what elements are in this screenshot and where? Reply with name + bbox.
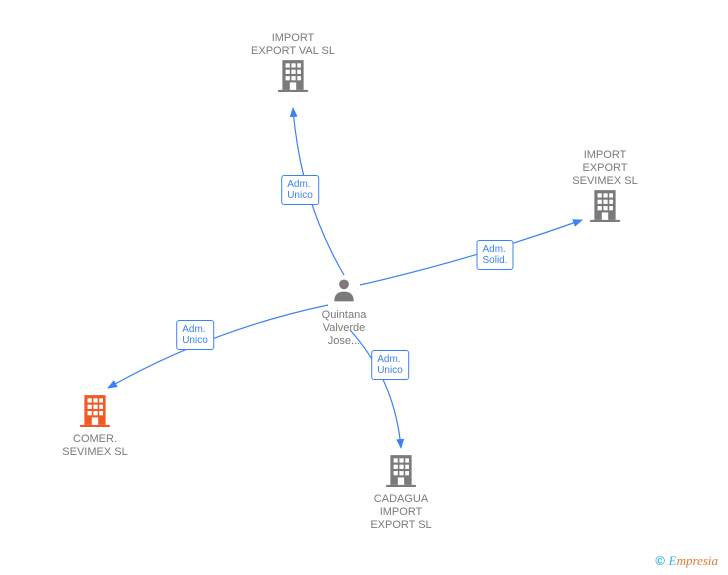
- edge-comer-sevimex: [108, 305, 328, 388]
- diagram-canvas: { "canvas": { "width": 728, "height": 57…: [0, 0, 728, 575]
- node-label: Quintana Valverde Jose...: [304, 309, 384, 348]
- building-icon: [276, 58, 310, 92]
- node-import-export-val[interactable]: IMPORT EXPORT VAL SL: [238, 30, 348, 96]
- node-label: IMPORT EXPORT SEVIMEX SL: [550, 149, 660, 188]
- node-person-center[interactable]: Quintana Valverde Jose...: [304, 277, 384, 348]
- watermark: © Empresia: [655, 553, 718, 569]
- edge-label-comer-sevimex: Adm.Unico: [176, 320, 214, 350]
- building-icon: [588, 188, 622, 222]
- brand-name: Empresia: [669, 553, 718, 568]
- person-icon: [331, 277, 357, 303]
- copyright-symbol: ©: [655, 553, 665, 568]
- edge-label-import-export-val: Adm.Unico: [281, 175, 319, 205]
- node-comer-sevimex[interactable]: COMER. SEVIMEX SL: [40, 393, 150, 459]
- edge-import-export-sevimex: [360, 220, 582, 285]
- building-icon: [78, 393, 112, 427]
- node-label: IMPORT EXPORT VAL SL: [238, 32, 348, 58]
- node-label: CADAGUA IMPORT EXPORT SL: [346, 493, 456, 532]
- edge-label-import-export-sevimex: Adm.Solid.: [476, 240, 513, 270]
- node-label: COMER. SEVIMEX SL: [40, 433, 150, 459]
- node-cadagua[interactable]: CADAGUA IMPORT EXPORT SL: [346, 453, 456, 532]
- building-icon: [384, 453, 418, 487]
- node-import-export-sevimex[interactable]: IMPORT EXPORT SEVIMEX SL: [550, 147, 660, 226]
- edge-label-cadagua: Adm.Unico: [371, 350, 409, 380]
